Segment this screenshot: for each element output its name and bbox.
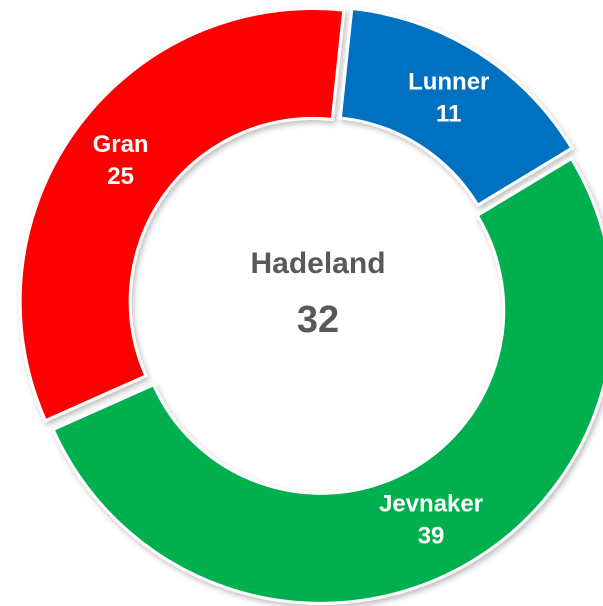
donut: [18, 6, 603, 605]
donut-segment: [338, 6, 574, 208]
donut-segment: [18, 6, 346, 423]
segment-value: 11: [436, 100, 461, 127]
center-value: 32: [297, 299, 339, 341]
donut-segment: [51, 156, 603, 605]
segment-name: Lunner: [408, 68, 489, 95]
segment-value: 25: [107, 163, 134, 190]
segment-name: Gran: [93, 131, 149, 158]
center-title: Hadeland: [250, 247, 385, 280]
labels: Lunner 11 Jevnaker 39 Gran 25: [93, 68, 490, 549]
segment-value: 39: [418, 523, 445, 550]
segment-name: Jevnaker: [379, 491, 483, 518]
